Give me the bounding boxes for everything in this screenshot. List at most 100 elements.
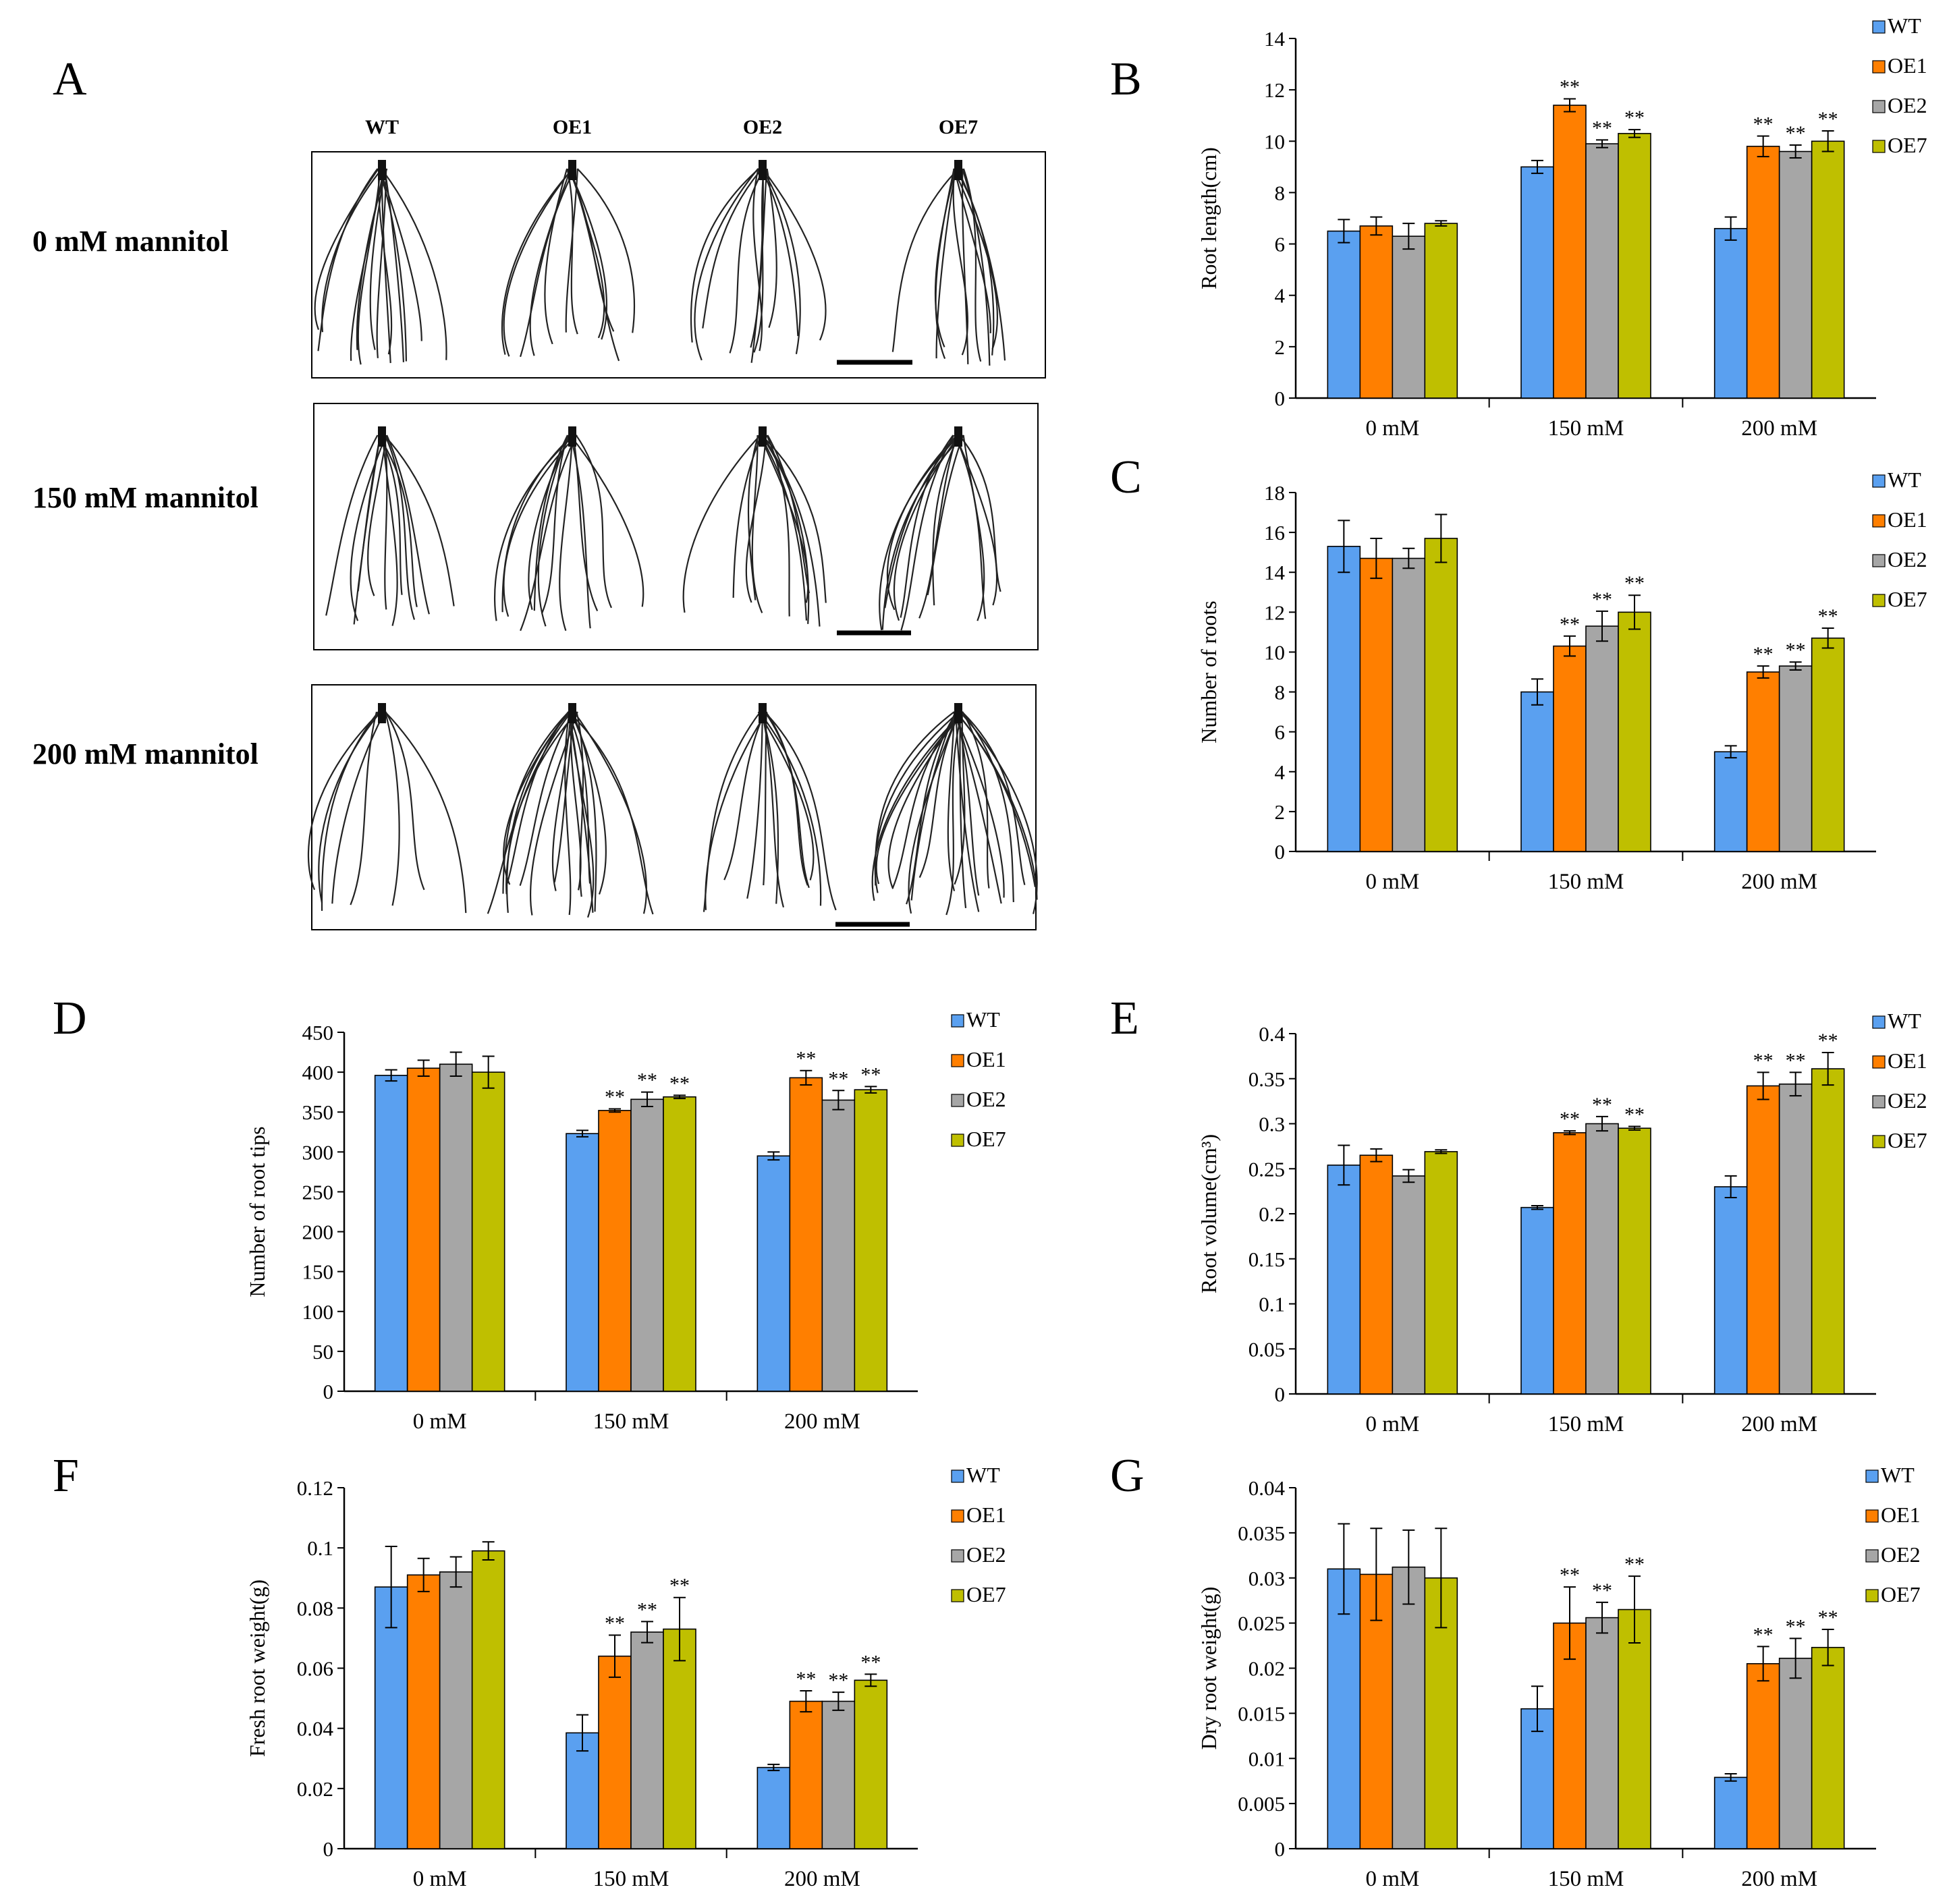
bar-oe7 xyxy=(1618,1127,1651,1395)
root-strand xyxy=(871,711,964,901)
y-tick-label: 0.12 xyxy=(297,1476,333,1500)
bar-oe1 xyxy=(1359,225,1394,399)
root-strand xyxy=(761,711,785,908)
root-plant xyxy=(879,426,1001,631)
root-strand xyxy=(952,711,1005,898)
legend-label-oe1: OE1 xyxy=(966,1503,1006,1527)
root-strand xyxy=(569,711,595,918)
legend-swatch-oe2 xyxy=(1872,554,1886,567)
bar-oe1 xyxy=(1553,645,1587,852)
root-strand xyxy=(501,168,574,355)
root-strand xyxy=(761,435,827,603)
root-crown xyxy=(954,160,962,180)
y-tick-label: 8 xyxy=(1275,681,1286,704)
root-strand xyxy=(385,711,425,891)
bar-oe7 xyxy=(1618,611,1651,852)
bar-oe2 xyxy=(630,1631,664,1849)
y-tick-label: 18 xyxy=(1264,481,1285,505)
root-crown xyxy=(568,703,576,723)
legend-swatch-oe7 xyxy=(1865,1589,1879,1602)
y-tick-label: 0.1 xyxy=(307,1536,333,1560)
root-strand xyxy=(932,435,960,606)
root-strand xyxy=(893,435,960,621)
root-strand xyxy=(962,711,990,889)
y-tick-label: 250 xyxy=(302,1180,334,1204)
significance-mark: ** xyxy=(1786,122,1806,144)
root-strand xyxy=(529,168,572,356)
y-tick-label: 10 xyxy=(1264,130,1285,153)
bar-wt xyxy=(757,1766,791,1849)
root-strand xyxy=(947,711,956,891)
root-strand xyxy=(569,435,644,607)
root-strand xyxy=(576,711,584,897)
root-plant xyxy=(487,703,654,918)
y-tick-label: 4 xyxy=(1275,760,1286,784)
legend-label-wt: WT xyxy=(966,1463,1000,1487)
root-strand xyxy=(884,435,959,609)
bar-wt xyxy=(1520,691,1554,852)
root-strand xyxy=(384,711,400,906)
root-plant xyxy=(501,160,635,362)
legend-swatch-oe1 xyxy=(1865,1509,1879,1523)
root-strand xyxy=(357,435,381,592)
significance-mark: ** xyxy=(1818,1030,1838,1052)
bar-oe2 xyxy=(821,1700,856,1849)
bar-oe2 xyxy=(1585,1123,1619,1395)
bar-wt xyxy=(374,1075,408,1392)
root-strand xyxy=(690,168,760,343)
x-tick-label: 0 mM xyxy=(1365,870,1419,894)
root-strand xyxy=(959,711,1038,914)
bar-oe2 xyxy=(1392,1566,1426,1849)
bar-oe7 xyxy=(663,1096,696,1392)
significance-mark: ** xyxy=(1624,107,1645,129)
bar-wt xyxy=(1327,230,1361,399)
root-strand xyxy=(959,711,967,909)
root-crown xyxy=(759,160,767,180)
y-tick-label: 0.005 xyxy=(1238,1792,1285,1816)
y-tick-label: 2 xyxy=(1275,800,1286,824)
y-tick-label: 0.1 xyxy=(1259,1293,1285,1316)
y-tick-label: 0.05 xyxy=(1248,1337,1285,1361)
root-strand xyxy=(569,435,591,629)
legend-label-oe2: OE2 xyxy=(966,1542,1006,1567)
significance-mark: ** xyxy=(1786,1615,1806,1637)
y-tick-label: 300 xyxy=(302,1140,334,1164)
y-tick-label: 50 xyxy=(312,1340,333,1364)
bar-oe1 xyxy=(1359,1154,1394,1395)
y-tick-label: 0 xyxy=(323,1380,334,1403)
x-tick-label: 200 mM xyxy=(784,1867,860,1891)
significance-mark: ** xyxy=(1753,643,1774,665)
legend-swatch-oe2 xyxy=(1872,1095,1886,1109)
significance-mark: ** xyxy=(637,1598,657,1621)
legend-label-oe2: OE2 xyxy=(1888,1088,1927,1113)
significance-mark: ** xyxy=(860,1651,881,1673)
root-strand xyxy=(520,435,577,632)
root-strand xyxy=(575,435,612,609)
root-strand xyxy=(955,711,980,896)
root-strand xyxy=(958,435,1001,592)
y-tick-label: 0.025 xyxy=(1238,1612,1285,1635)
bar-wt xyxy=(757,1155,791,1392)
bar-oe1 xyxy=(406,1067,441,1392)
root-plant xyxy=(871,703,1038,916)
root-strand xyxy=(955,711,1038,900)
significance-mark: ** xyxy=(1624,1553,1645,1575)
panel-label-d: D xyxy=(53,992,87,1044)
root-plant xyxy=(307,703,467,914)
chart-panel-e: E 0 0.05 0.1 0.15 0.2 0.25 0.3 0.35 0.4 Root volum… xyxy=(1110,992,1927,1436)
legend-label-oe7: OE7 xyxy=(966,1127,1006,1151)
photo-row-label-0mm: 0 mM mannitol xyxy=(32,225,229,258)
root-strand xyxy=(761,168,801,354)
y-axis-label: Dry root weight(g) xyxy=(1197,1587,1221,1750)
legend-label-oe1: OE1 xyxy=(1888,1048,1927,1073)
x-tick-label: 0 mM xyxy=(1365,416,1419,441)
root-plant xyxy=(891,160,1006,366)
significance-mark: ** xyxy=(860,1063,881,1086)
root-strand xyxy=(519,168,576,358)
root-strand xyxy=(908,711,960,914)
bar-oe2 xyxy=(1778,665,1813,852)
root-strand xyxy=(559,435,573,632)
y-tick-label: 0 xyxy=(323,1837,334,1861)
legend-label-wt: WT xyxy=(1888,468,1921,492)
root-strand xyxy=(568,168,608,340)
